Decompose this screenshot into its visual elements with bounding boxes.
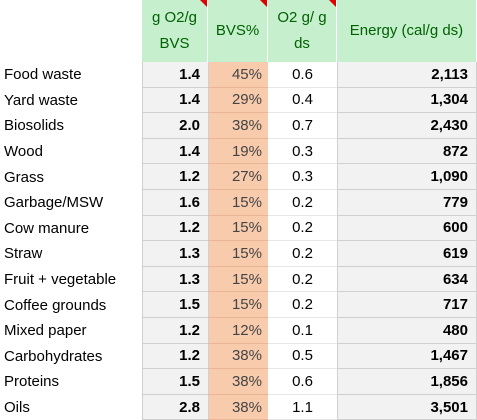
- header-o2-per-bvs-line2: BVS: [159, 35, 190, 52]
- o2-per-ds-cell[interactable]: 0.6: [268, 369, 337, 395]
- o2-per-bvs-cell[interactable]: 1.3: [142, 241, 208, 267]
- row-name-cell[interactable]: Mixed paper: [4, 322, 87, 340]
- energy-cell[interactable]: 2,113: [337, 62, 477, 88]
- energy-cell[interactable]: 1,304: [337, 87, 477, 114]
- row-name-cell[interactable]: Biosolids: [4, 117, 65, 135]
- header-o2-per-ds-line2: ds: [294, 35, 310, 52]
- o2-per-ds-cell[interactable]: 0.5: [268, 343, 337, 370]
- bvs-percent-cell[interactable]: 29%: [208, 87, 268, 114]
- o2-per-bvs-cell[interactable]: 2.8: [142, 394, 208, 420]
- bvs-percent-cell[interactable]: 38%: [208, 394, 268, 420]
- energy-cell[interactable]: 717: [337, 292, 477, 318]
- o2-per-ds-cell[interactable]: 0.6: [268, 62, 337, 88]
- o2-per-ds-cell[interactable]: 0.4: [268, 87, 337, 114]
- o2-per-bvs-cell[interactable]: 1.2: [142, 164, 208, 190]
- row-name-cell[interactable]: Cow manure: [4, 219, 90, 237]
- o2-per-bvs-cell[interactable]: 1.4: [142, 62, 208, 88]
- o2-per-bvs-cell[interactable]: 1.2: [142, 215, 208, 242]
- row-name-cell[interactable]: Fruit + vegetable: [4, 271, 117, 289]
- energy-cell[interactable]: 872: [337, 138, 477, 165]
- header-o2-per-bvs-line1: g O2/g: [151, 9, 198, 26]
- energy-cell[interactable]: 1,467: [337, 343, 477, 370]
- row-name-cell[interactable]: Coffee grounds: [4, 296, 107, 314]
- o2-per-ds-cell[interactable]: 0.2: [268, 292, 337, 318]
- o2-per-ds-cell[interactable]: 0.2: [268, 189, 337, 216]
- comment-indicator-icon[interactable]: [200, 0, 207, 7]
- o2-per-bvs-cell[interactable]: 1.5: [142, 292, 208, 318]
- energy-cell[interactable]: 3,501: [337, 394, 477, 420]
- o2-per-bvs-cell[interactable]: 2.0: [142, 113, 208, 139]
- row-name-cell[interactable]: Yard waste: [4, 91, 78, 109]
- bvs-percent-cell[interactable]: 38%: [208, 369, 268, 395]
- o2-per-ds-cell[interactable]: 0.7: [268, 113, 337, 139]
- energy-cell[interactable]: 619: [337, 241, 477, 267]
- row-name-cell[interactable]: Grass: [4, 168, 45, 186]
- bvs-percent-cell[interactable]: 15%: [208, 266, 268, 293]
- bvs-percent-cell[interactable]: 15%: [208, 292, 268, 318]
- row-name-cell[interactable]: Proteins: [4, 373, 60, 391]
- bvs-percent-cell[interactable]: 45%: [208, 62, 268, 88]
- o2-per-bvs-cell[interactable]: 1.2: [142, 343, 208, 370]
- bvs-percent-cell[interactable]: 38%: [208, 113, 268, 139]
- row-name-cell[interactable]: Oils: [4, 399, 30, 417]
- energy-cell[interactable]: 779: [337, 189, 477, 216]
- o2-per-ds-cell[interactable]: 0.1: [268, 317, 337, 344]
- o2-per-bvs-cell[interactable]: 1.6: [142, 189, 208, 216]
- row-name-cell[interactable]: Garbage/MSW: [4, 194, 104, 212]
- energy-cell[interactable]: 1,856: [337, 369, 477, 395]
- o2-per-ds-cell[interactable]: 0.2: [268, 241, 337, 267]
- bvs-percent-cell[interactable]: 12%: [208, 317, 268, 344]
- bvs-percent-cell[interactable]: 38%: [208, 343, 268, 370]
- o2-per-bvs-cell[interactable]: 1.4: [142, 138, 208, 165]
- row-name-cell[interactable]: Wood: [4, 143, 43, 161]
- o2-per-bvs-cell[interactable]: 1.2: [142, 317, 208, 344]
- o2-per-ds-cell[interactable]: 0.3: [268, 138, 337, 165]
- o2-per-ds-cell[interactable]: 0.2: [268, 215, 337, 242]
- header-corner-cell[interactable]: [0, 0, 142, 62]
- energy-cell[interactable]: 480: [337, 317, 477, 344]
- o2-per-bvs-cell[interactable]: 1.4: [142, 87, 208, 114]
- header-bvs-percent[interactable]: BVS%: [208, 0, 268, 62]
- header-o2-per-ds[interactable]: O2 g/ g ds: [268, 0, 337, 62]
- o2-per-bvs-cell[interactable]: 1.5: [142, 369, 208, 395]
- comment-indicator-icon[interactable]: [329, 0, 336, 7]
- header-o2-per-ds-line1: O2 g/ g: [277, 9, 327, 26]
- o2-per-ds-cell[interactable]: 0.3: [268, 164, 337, 190]
- bvs-percent-cell[interactable]: 19%: [208, 138, 268, 165]
- bvs-percent-cell[interactable]: 15%: [208, 189, 268, 216]
- energy-cell[interactable]: 634: [337, 266, 477, 293]
- bvs-percent-cell[interactable]: 15%: [208, 215, 268, 242]
- bvs-percent-cell[interactable]: 15%: [208, 241, 268, 267]
- energy-cell[interactable]: 600: [337, 215, 477, 242]
- o2-per-ds-cell[interactable]: 0.2: [268, 266, 337, 293]
- energy-cell[interactable]: 1,090: [337, 164, 477, 190]
- comment-indicator-icon[interactable]: [260, 0, 267, 7]
- header-bvs-percent-label: BVS%: [215, 22, 260, 39]
- header-energy[interactable]: Energy (cal/g ds): [337, 0, 477, 62]
- o2-per-ds-cell[interactable]: 1.1: [268, 394, 337, 420]
- o2-per-bvs-cell[interactable]: 1.3: [142, 266, 208, 293]
- row-name-cell[interactable]: Straw: [4, 245, 43, 263]
- bvs-percent-cell[interactable]: 27%: [208, 164, 268, 190]
- header-o2-per-bvs[interactable]: g O2/g BVS: [142, 0, 208, 62]
- energy-cell[interactable]: 2,430: [337, 113, 477, 139]
- header-energy-label: Energy (cal/g ds): [349, 22, 464, 39]
- row-name-cell[interactable]: Food waste: [4, 66, 82, 84]
- row-name-cell[interactable]: Carbohydrates: [4, 347, 103, 365]
